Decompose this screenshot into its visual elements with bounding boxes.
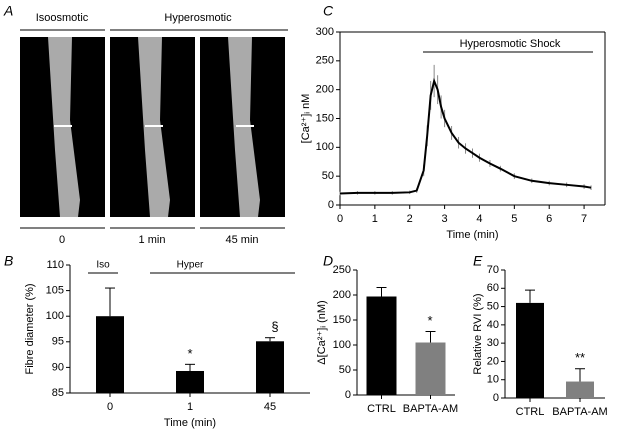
y-tick-label: 70 [487, 264, 499, 276]
group-label: Isoosmotic [36, 12, 89, 24]
y-tick-label: 200 [316, 84, 334, 96]
panel-label: D [323, 253, 333, 269]
bar [516, 302, 544, 398]
x-axis-label: Time (min) [164, 417, 216, 429]
annotation: § [271, 319, 278, 334]
y-tick-label: 105 [46, 285, 64, 297]
y-tick-label: 85 [52, 387, 64, 399]
y-tick-label: 100 [333, 339, 351, 351]
time-label: 0 [59, 234, 65, 246]
y-tick-label: 300 [316, 26, 334, 38]
y-axis-label: Relative RVI (%) [472, 293, 484, 374]
panel-label: E [473, 253, 483, 269]
x-tick-label: 1 [187, 401, 193, 413]
bar [96, 316, 124, 393]
data-line [339, 77, 592, 195]
panel-label: B [4, 253, 13, 269]
time-label: 1 min [139, 234, 166, 246]
y-tick-label: 50 [339, 364, 351, 376]
x-tick-label: CTRL [516, 406, 545, 418]
group-label: Hyperosmotic [164, 12, 232, 24]
bar [176, 370, 204, 393]
y-tick-label: 0 [493, 392, 499, 404]
y-tick-label: 95 [52, 336, 64, 348]
y-axis-label: Δ[Ca²⁺]ᵢ (nM) [316, 300, 328, 364]
x-tick-label: 6 [546, 213, 552, 225]
x-tick-label: 7 [581, 213, 587, 225]
y-tick-label: 0 [345, 389, 351, 401]
bar [415, 342, 446, 395]
x-tick-label: 1 [372, 213, 378, 225]
x-tick-label: 0 [337, 213, 343, 225]
panel-label: C [323, 3, 334, 19]
y-tick-label: 60 [487, 282, 499, 294]
micrographs [20, 37, 285, 217]
y-tick-label: 200 [333, 289, 351, 301]
annotation: Iso [96, 260, 110, 271]
panel-label: A [3, 3, 13, 19]
annotation: * [427, 313, 432, 328]
annotation: ** [575, 350, 585, 365]
x-tick-label: 5 [511, 213, 517, 225]
bar [566, 381, 594, 398]
y-tick-label: 20 [487, 355, 499, 367]
y-tick-label: 100 [46, 310, 64, 322]
x-tick-label: CTRL [367, 403, 396, 415]
y-tick-label: 50 [322, 170, 334, 182]
y-tick-label: 250 [316, 55, 334, 67]
y-tick-label: 10 [487, 374, 499, 386]
bar [366, 296, 397, 395]
y-tick-label: 250 [333, 264, 351, 276]
x-tick-label: 3 [442, 213, 448, 225]
y-tick-label: 30 [487, 337, 499, 349]
x-tick-label: 2 [407, 213, 413, 225]
y-tick-label: 0 [328, 199, 334, 211]
x-tick-label: 45 [264, 401, 276, 413]
annotation: Hyperosmotic Shock [460, 38, 561, 50]
y-axis-label: Fibre diameter (%) [24, 283, 36, 374]
y-tick-label: 110 [46, 259, 64, 271]
y-tick-label: 90 [52, 361, 64, 373]
x-axis-label: Time (min) [446, 229, 498, 241]
y-tick-label: 50 [487, 300, 499, 312]
annotation: * [187, 346, 192, 361]
y-tick-label: 40 [487, 319, 499, 331]
y-tick-label: 150 [333, 314, 351, 326]
bar [256, 341, 284, 393]
y-tick-label: 100 [316, 141, 334, 153]
y-axis-label: [Ca²⁺]ᵢ nM [300, 94, 312, 144]
y-tick-label: 150 [316, 112, 334, 124]
x-tick-label: 4 [476, 213, 482, 225]
x-tick-label: BAPTA-AM [403, 403, 458, 415]
x-tick-label: BAPTA-AM [552, 406, 607, 418]
time-label: 45 min [225, 234, 258, 246]
annotation: Hyper [177, 260, 204, 271]
x-tick-label: 0 [107, 401, 113, 413]
